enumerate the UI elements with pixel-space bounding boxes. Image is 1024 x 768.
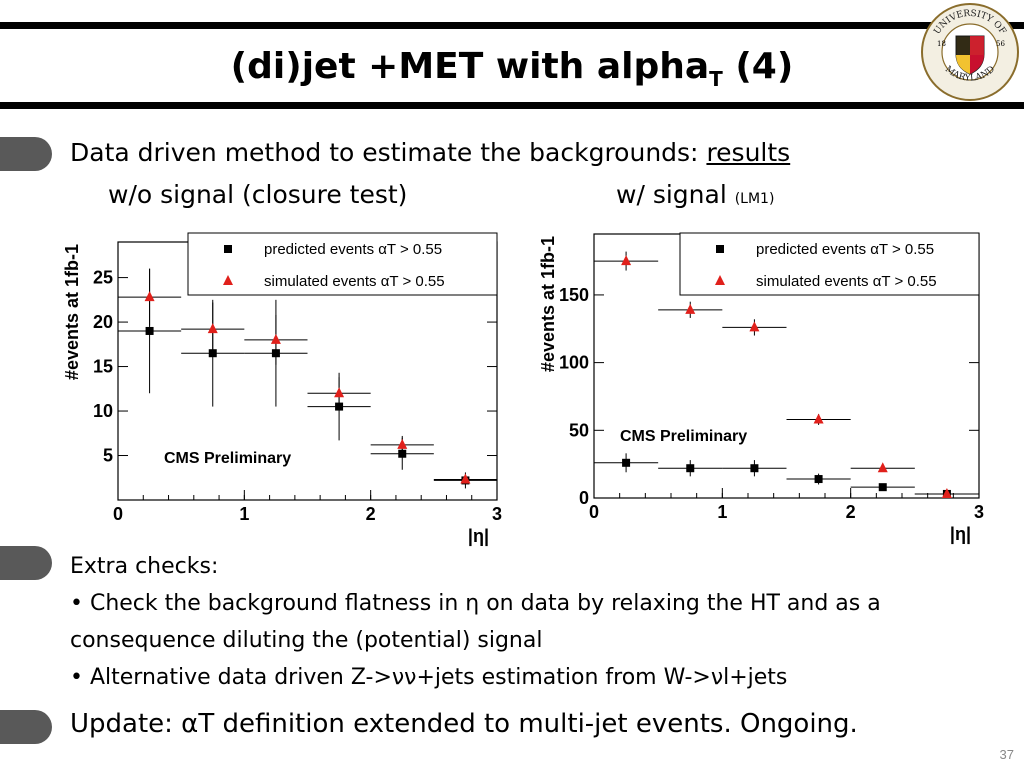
results-link[interactable]: results [706, 138, 791, 167]
y-tick-label: 15 [93, 357, 113, 377]
x-tick-label: 2 [846, 502, 856, 522]
data-point-simulated [144, 291, 155, 302]
data-point-simulated [877, 462, 888, 473]
extra-checks-block: Extra checks: • Check the background fla… [70, 548, 1010, 696]
chart-without-signal: 0 1 2 3 5 10 15 20 25 |η| #events at 1fb-1 predicte… [62, 232, 502, 546]
x-axis-label: |η| [468, 526, 489, 546]
cms-preliminary-label: CMS Preliminary [164, 450, 291, 467]
data-point-simulated [685, 303, 696, 314]
legend-marker-simulated [223, 275, 233, 285]
section1-heading: Data driven method to estimate the backg… [70, 138, 791, 167]
x-tick-label: 1 [717, 502, 727, 522]
data-point-predicted [622, 458, 631, 467]
legend-box [679, 232, 980, 296]
section-marker-3 [0, 710, 52, 744]
bullet-z-estimation: • Alternative data driven Z->νν+jets est… [70, 665, 788, 690]
section-marker-2 [0, 546, 52, 580]
data-point-simulated [621, 255, 632, 266]
bottom-rule [0, 102, 1024, 109]
section-marker-1 [0, 137, 52, 171]
x-tick-label: 3 [974, 502, 984, 522]
data-point-simulated [270, 333, 281, 344]
data-point-predicted [878, 483, 887, 492]
data-point-simulated [207, 323, 218, 334]
slide-title: (di)jet +MET with alphaT (4) [230, 46, 794, 91]
x-axis-label: |η| [950, 524, 971, 544]
extra-checks-heading: Extra checks: [70, 554, 219, 579]
chart-with-signal: 0 1 2 3 0 50 100 150 |η| #events at 1fb-1 predicte… [538, 232, 984, 544]
y-tick-label: 5 [103, 446, 113, 466]
cms-preliminary-label: CMS Preliminary [620, 428, 747, 445]
legend-marker-simulated [715, 275, 725, 285]
data-point-simulated [813, 413, 824, 424]
legend-label: predicted events αT > 0.55 [756, 241, 934, 258]
y-tick-label: 20 [93, 312, 113, 332]
y-tick-label: 10 [93, 401, 113, 421]
data-point-predicted [145, 326, 154, 335]
data-point-predicted [686, 464, 695, 473]
y-tick-label: 100 [559, 353, 589, 373]
right-plot-caption: w/ signal (LM1) [616, 180, 775, 209]
update-text: Update: αT definition extended to multi-… [70, 709, 858, 739]
seal-year-right: 56 [996, 40, 1005, 48]
university-seal-logo: UNIVERSITY OF MARYLAND 18 56 [921, 3, 1019, 101]
legend-label: simulated events αT > 0.55 [264, 273, 445, 290]
data-point-simulated [334, 387, 345, 398]
x-tick-label: 0 [589, 502, 599, 522]
data-point-simulated [397, 438, 408, 449]
page-number: 37 [999, 747, 1014, 762]
seal-year-left: 18 [937, 40, 946, 48]
y-axis-label: #events at 1fb-1 [538, 236, 558, 372]
top-rule [0, 22, 1024, 29]
y-tick-label: 50 [569, 420, 589, 440]
x-tick-label: 3 [492, 504, 502, 524]
x-tick-label: 2 [366, 504, 376, 524]
bullet-flatness: • Check the background flatness in η on … [70, 591, 881, 653]
legend-box [187, 232, 498, 296]
y-axis-label: #events at 1fb-1 [62, 244, 82, 380]
y-tick-label: 25 [93, 268, 113, 288]
legend-marker-predicted [716, 245, 724, 253]
left-plot-caption: w/o signal (closure test) [108, 180, 408, 209]
y-tick-label: 150 [559, 285, 589, 305]
data-point-simulated [749, 321, 760, 332]
legend-marker-predicted [224, 245, 232, 253]
y-tick-label: 0 [579, 488, 589, 508]
x-tick-label: 0 [113, 504, 123, 524]
legend-label: simulated events αT > 0.55 [756, 273, 937, 290]
data-point-simulated [941, 487, 952, 498]
data-point-predicted [814, 475, 823, 484]
x-tick-label: 1 [239, 504, 249, 524]
data-point-simulated [460, 473, 471, 484]
legend-label: predicted events αT > 0.55 [264, 241, 442, 258]
data-point-predicted [750, 464, 759, 473]
